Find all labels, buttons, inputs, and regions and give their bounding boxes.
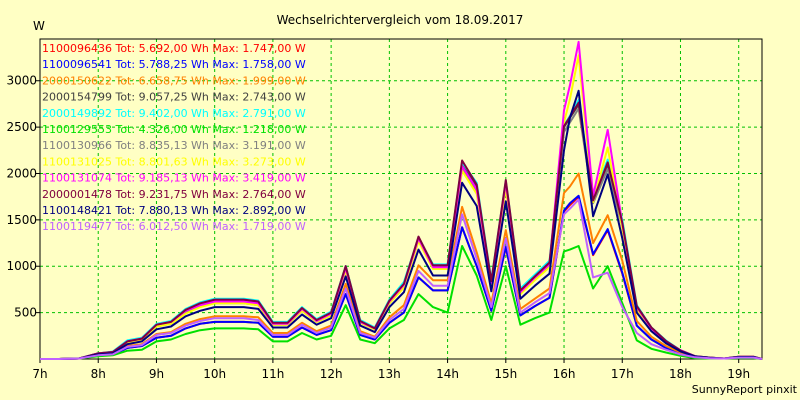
series-line — [40, 198, 763, 360]
legend-entry: 2000154799 Tot: 9.057,25 Wh Max: 2.743,0… — [42, 91, 306, 104]
x-tick-label: 17h — [611, 367, 634, 381]
legend-entry: 1100131025 Tot: 8.801,63 Wh Max: 3.273,0… — [42, 155, 306, 168]
series-line — [40, 194, 763, 360]
x-tick-label: 18h — [669, 367, 692, 381]
y-axis-label: W — [33, 19, 45, 33]
x-tick-label: 13h — [378, 367, 401, 381]
legend-entry: 1100096436 Tot: 5.692,00 Wh Max: 1.747,0… — [42, 42, 306, 55]
x-tick-label: 16h — [553, 367, 576, 381]
x-tick-label: 12h — [320, 367, 343, 381]
series-layer — [40, 40, 763, 360]
x-tick-label: 11h — [261, 367, 284, 381]
x-tick-label: 15h — [494, 367, 517, 381]
y-tick-label: 1000 — [6, 259, 37, 273]
y-tick-label: 2500 — [6, 120, 37, 134]
y-tick-label: 500 — [14, 306, 37, 320]
x-tick-label: 10h — [203, 367, 226, 381]
plot-frame — [39, 38, 763, 360]
series-line — [40, 101, 763, 360]
legend-entry: 1100148421 Tot: 7.880,13 Wh Max: 2.892,0… — [42, 204, 306, 217]
legend: 1100096436 Tot: 5.692,00 Wh Max: 1.747,0… — [42, 42, 306, 233]
x-tick-label: 7h — [32, 367, 47, 381]
x-tick-label: 19h — [727, 367, 750, 381]
y-tick-label: 2000 — [6, 166, 37, 180]
series-line — [40, 89, 763, 360]
series-line — [40, 245, 763, 360]
legend-entry: 1100131074 Tot: 9.185,13 Wh Max: 3.419,0… — [42, 172, 306, 185]
x-tick-label: 9h — [149, 367, 164, 381]
x-tick-label: 14h — [436, 367, 459, 381]
legend-entry: 2000001478 Tot: 9.231,75 Wh Max: 2.764,0… — [42, 188, 306, 201]
series-line — [40, 172, 763, 360]
chart-title: Wechselrichtervergleich vom 18.09.2017 — [277, 13, 524, 27]
y-tick-label: 1500 — [6, 213, 37, 227]
y-tick-label: 3000 — [6, 74, 37, 88]
credit-label: SunnyReport pinxit — [692, 383, 798, 396]
legend-entry: 2000150622 Tot: 6.658,75 Wh Max: 1.999,0… — [42, 74, 306, 87]
legend-entry: 1100096541 Tot: 5.788,25 Wh Max: 1.758,0… — [42, 58, 306, 71]
legend-entry: 2000149892 Tot: 9.402,00 Wh Max: 2.791,0… — [42, 107, 306, 120]
x-tick-label: 8h — [91, 367, 106, 381]
legend-entry: 1100129553 Tot: 4.326,00 Wh Max: 1.218,0… — [42, 123, 306, 136]
axes-layer: 7h 8h 9h 10h 11h 12h 13h 14h 15h 16h 17h 18h 19h 500 1… — [6, 38, 763, 381]
legend-entry: 1100119477 Tot: 6.012,50 Wh Max: 1.719,0… — [42, 220, 306, 233]
legend-entry: 1100130966 Tot: 8.835,13 Wh Max: 3.191,0… — [42, 139, 306, 152]
